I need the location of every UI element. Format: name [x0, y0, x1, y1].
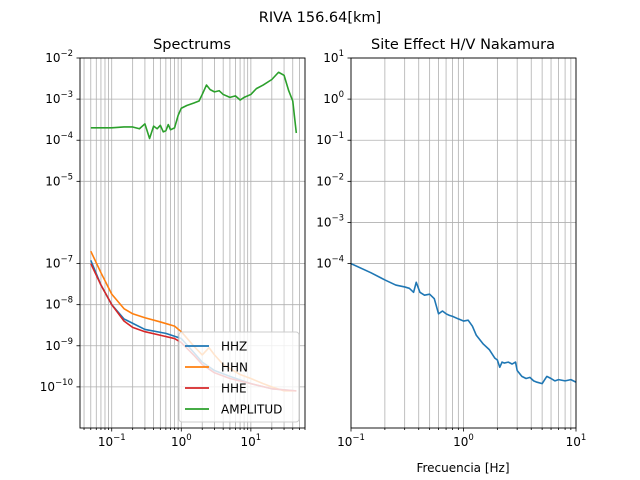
x-tick-label: 100	[171, 433, 192, 449]
y-tick-label: 10−2	[316, 172, 344, 188]
spectrums-axes-frame	[79, 57, 306, 429]
y-tick-label: 101	[323, 49, 344, 65]
hv-title: Site Effect H/V Nakamura	[371, 37, 555, 53]
legend-label: HHZ	[221, 340, 247, 354]
spectrums-panel: Spectrums 10−1010−910−810−710−510−410−31…	[40, 37, 306, 449]
y-tick-label: 10−7	[45, 255, 73, 271]
y-tick-label: 10−4	[316, 255, 344, 271]
legend-label: HHN	[221, 361, 248, 375]
x-tick-label: 10−1	[98, 433, 126, 449]
y-tick-label: 10−4	[45, 131, 73, 147]
y-tick-label: 10−10	[40, 378, 73, 394]
hv-grid	[350, 57, 577, 428]
y-tick-label: 10−9	[45, 337, 73, 353]
hv-xlabel: Frecuencia [Hz]	[416, 461, 509, 475]
y-tick-label: 10−1	[316, 131, 344, 147]
y-tick-label: 10−2	[45, 49, 73, 65]
hv-ticks: 10−4 10−3 10−2 10−1 100 101 10−1 100 101	[316, 49, 586, 449]
y-tick-label: 10−8	[45, 296, 73, 312]
x-tick-label: 100	[453, 433, 474, 449]
y-tick-label: 10−3	[45, 90, 73, 106]
x-tick-label: 10−1	[337, 433, 365, 449]
series-line-h-v	[351, 262, 576, 385]
y-tick-label: 100	[323, 90, 344, 106]
series-line-amplitud	[90, 71, 298, 140]
y-tick-label: 10−3	[316, 213, 344, 229]
x-tick-label: 101	[566, 433, 587, 449]
x-tick-label: 101	[241, 433, 262, 449]
legend-label: HHE	[221, 382, 247, 396]
figure-title: RIVA 156.64[km]	[259, 10, 381, 26]
legend-frame	[178, 331, 300, 423]
hv-series	[351, 262, 576, 385]
spectrums-ticks: 10−10 10−9 10−8 10−7 10−5 10−4 10−3 10−2 10−1 100…	[40, 49, 306, 449]
legend-label: AMPLITUD	[221, 403, 282, 417]
spectrums-title: Spectrums	[153, 37, 231, 53]
hv-panel: Site Effect H/V Nakamura 10−410−310−210−…	[316, 37, 586, 475]
spectrums-legend: HHZ HHN HHE AMPLITUD	[178, 331, 300, 423]
y-tick-label: 10−5	[45, 172, 73, 188]
